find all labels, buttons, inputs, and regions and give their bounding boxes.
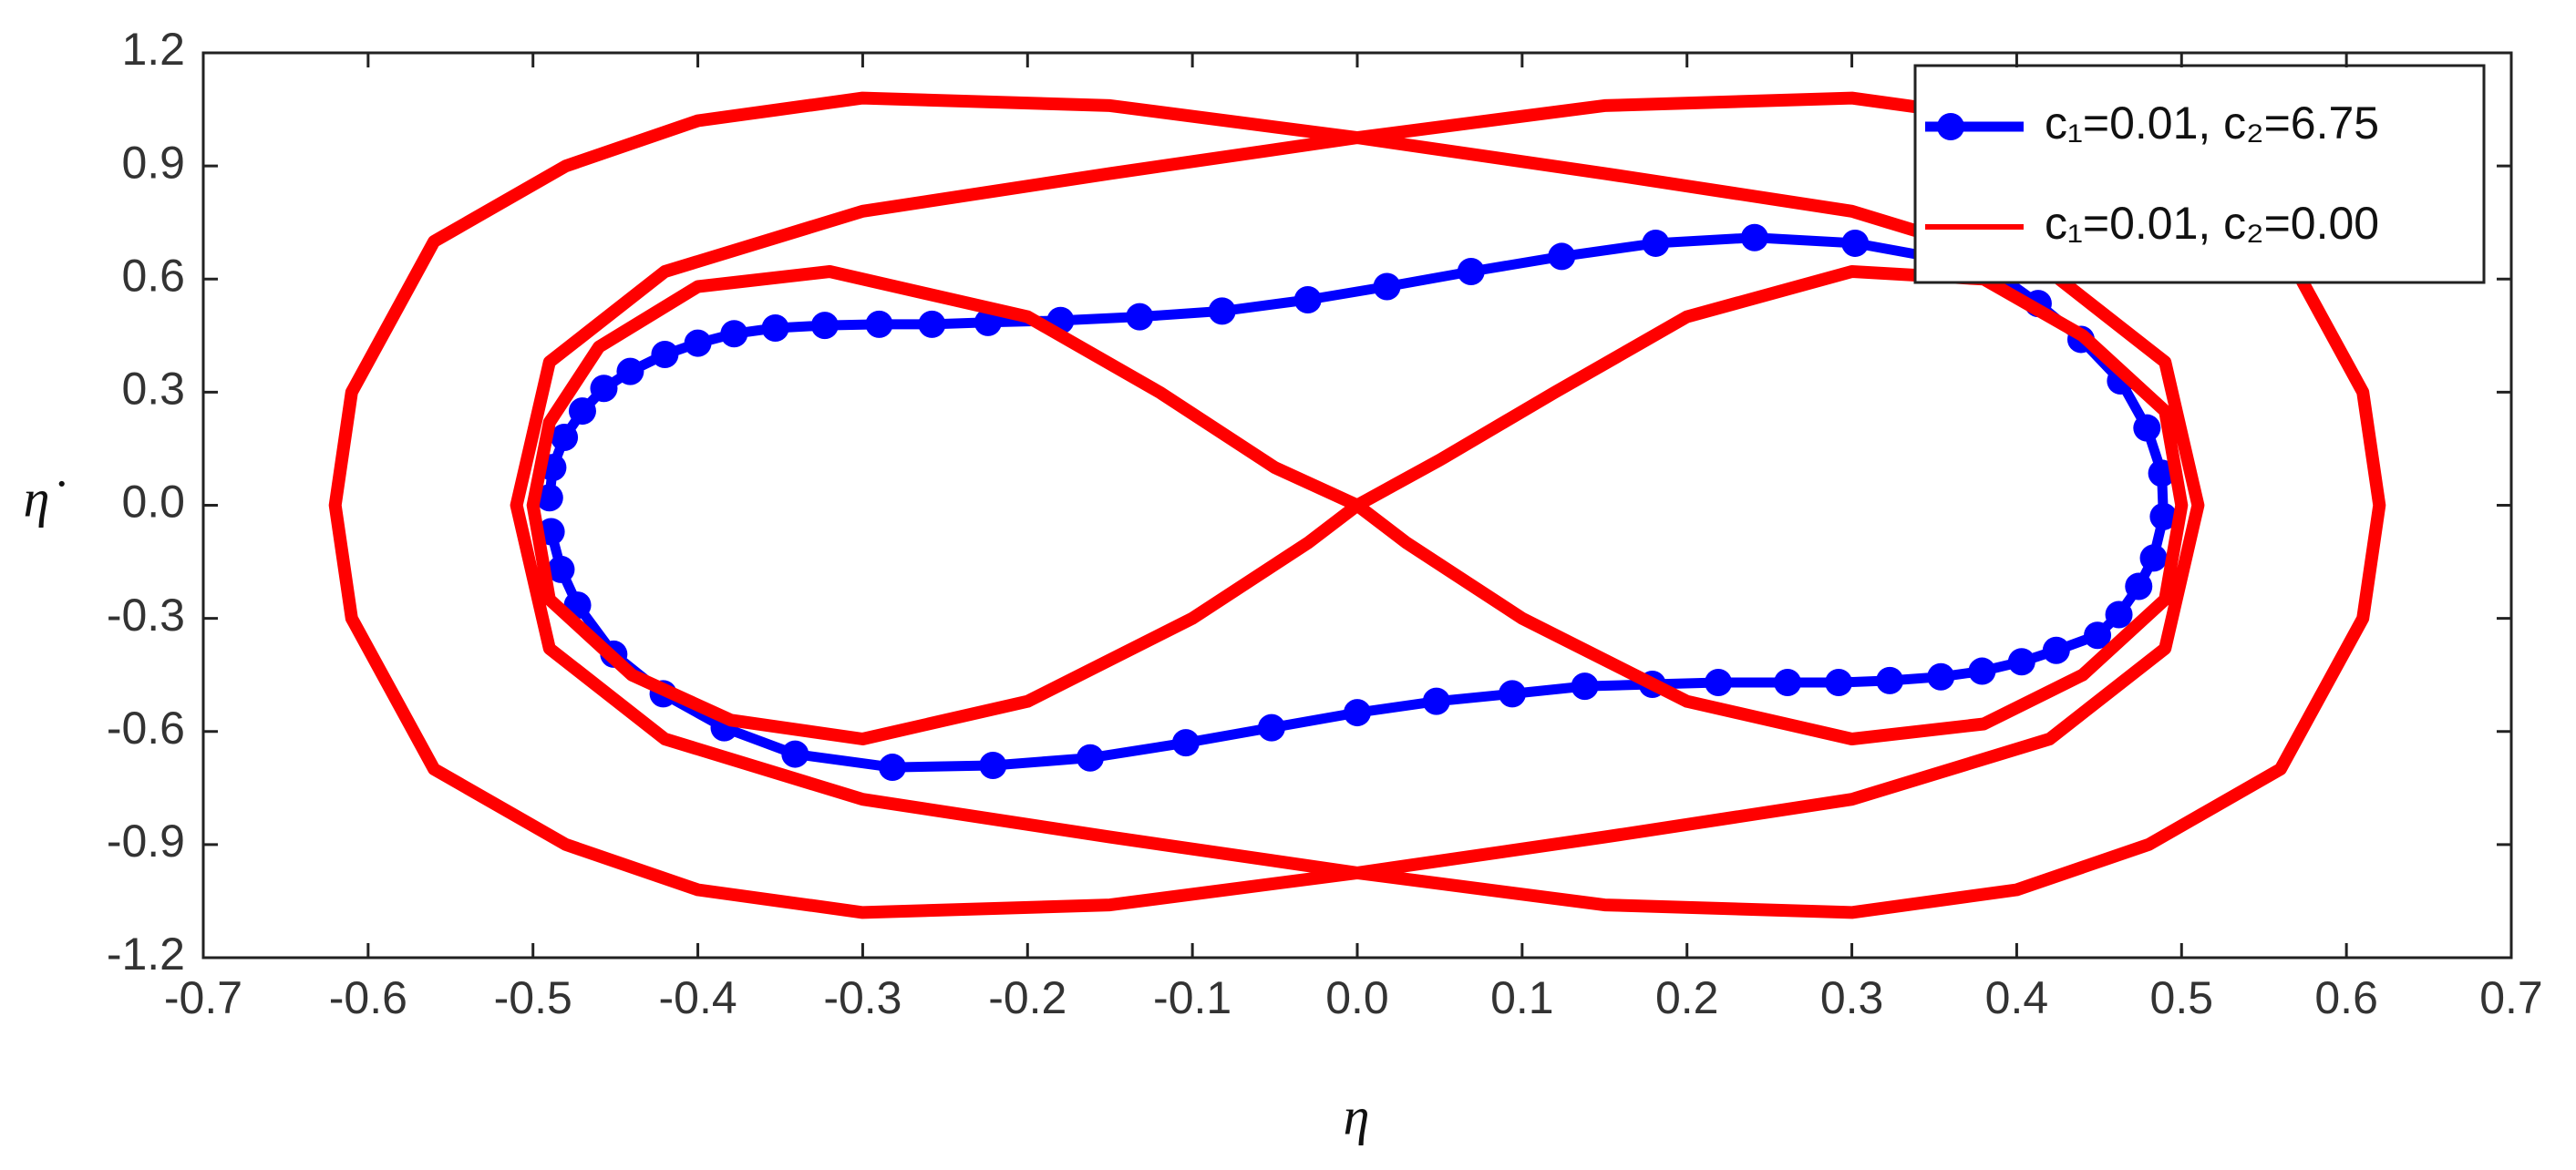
series-marker	[865, 310, 893, 338]
series-marker	[551, 424, 579, 452]
y-tick-label: 0.6	[121, 250, 185, 301]
series-marker	[1373, 272, 1401, 301]
series-marker	[1344, 699, 1371, 727]
series-marker	[1499, 680, 1527, 708]
series-marker	[1257, 713, 1285, 742]
y-tick-label: 1.2	[121, 24, 185, 75]
series-marker	[918, 310, 946, 338]
series-marker	[1740, 223, 1768, 251]
series-marker	[1927, 662, 1955, 691]
y-tick-label: 0.0	[121, 477, 185, 528]
x-tick-label: 0.4	[1985, 972, 2049, 1023]
y-tick-label: 0.3	[121, 364, 185, 415]
x-tick-label: 0.1	[1490, 972, 1554, 1023]
series-marker	[1077, 744, 1105, 772]
y-tick-label: 0.9	[121, 137, 185, 188]
x-tick-label: 0.3	[1820, 972, 1884, 1023]
x-tick-label: -0.2	[988, 972, 1066, 1023]
series-marker	[568, 397, 596, 426]
x-axis-title: η	[1344, 1086, 1370, 1145]
x-tick-label: 0.0	[1325, 972, 1389, 1023]
data-layer	[328, 91, 2386, 919]
series-marker	[2105, 600, 2133, 629]
legend-box	[1913, 64, 2486, 284]
legend-marker	[1937, 113, 1964, 140]
series-marker	[1705, 668, 1733, 696]
x-tick-label: -0.3	[823, 972, 902, 1023]
series-marker	[2007, 648, 2035, 676]
legend-label: c₁=0.01, c₂=0.00	[2045, 198, 2379, 249]
series-marker	[1208, 297, 1236, 325]
series-marker	[810, 312, 839, 340]
series-marker	[1457, 257, 1485, 285]
x-tick-label: 0.6	[2314, 972, 2378, 1023]
series-marker	[1876, 666, 1904, 694]
series-marker	[781, 740, 809, 768]
y-axis-title: η̇	[24, 468, 66, 528]
legend-label: c₁=0.01, c₂=6.75	[2045, 98, 2379, 149]
y-tick-label: -0.3	[107, 590, 185, 641]
series-marker	[1171, 729, 1200, 757]
series-marker	[979, 751, 1007, 779]
y-tick-label: -1.2	[107, 929, 185, 980]
x-tick-label: -0.4	[658, 972, 737, 1023]
y-tick-label: -0.6	[107, 703, 185, 754]
series-marker	[651, 341, 679, 368]
series-marker	[1571, 672, 1599, 701]
x-tick-label: -0.7	[164, 972, 242, 1023]
series-marker	[2133, 414, 2161, 442]
x-tick-label: -0.5	[494, 972, 572, 1023]
x-tick-label: 0.5	[2150, 972, 2214, 1023]
series-marker	[2125, 572, 2153, 600]
series-marker	[1841, 229, 1870, 257]
x-tick-label: 0.2	[1655, 972, 1719, 1023]
series-marker	[1126, 303, 1154, 331]
x-tick-label: 0.7	[2479, 972, 2543, 1023]
series-marker	[720, 320, 748, 348]
series-marker	[2084, 621, 2112, 650]
series-marker	[1774, 668, 1802, 696]
x-tick-label: -0.1	[1153, 972, 1231, 1023]
series-marker	[1548, 242, 1576, 271]
series-marker	[2139, 544, 2168, 572]
x-tick-label: -0.6	[329, 972, 407, 1023]
series-marker	[1968, 657, 1996, 685]
series-marker	[1642, 229, 1670, 257]
series-marker	[590, 375, 618, 403]
y-tick-label: -0.9	[107, 816, 185, 867]
series-marker	[2042, 636, 2070, 664]
series-marker	[761, 314, 789, 343]
series-marker	[535, 484, 563, 512]
series-marker	[1825, 668, 1853, 696]
series-marker	[684, 329, 712, 357]
series-marker	[1293, 286, 1322, 314]
series-marker	[2149, 502, 2178, 530]
legend: c₁=0.01, c₂=6.75 c₁=0.01, c₂=0.00	[1913, 64, 2486, 284]
series-marker	[616, 357, 644, 385]
series-marker	[1422, 687, 1450, 715]
series-marker	[547, 555, 575, 583]
series-marker	[878, 754, 906, 782]
